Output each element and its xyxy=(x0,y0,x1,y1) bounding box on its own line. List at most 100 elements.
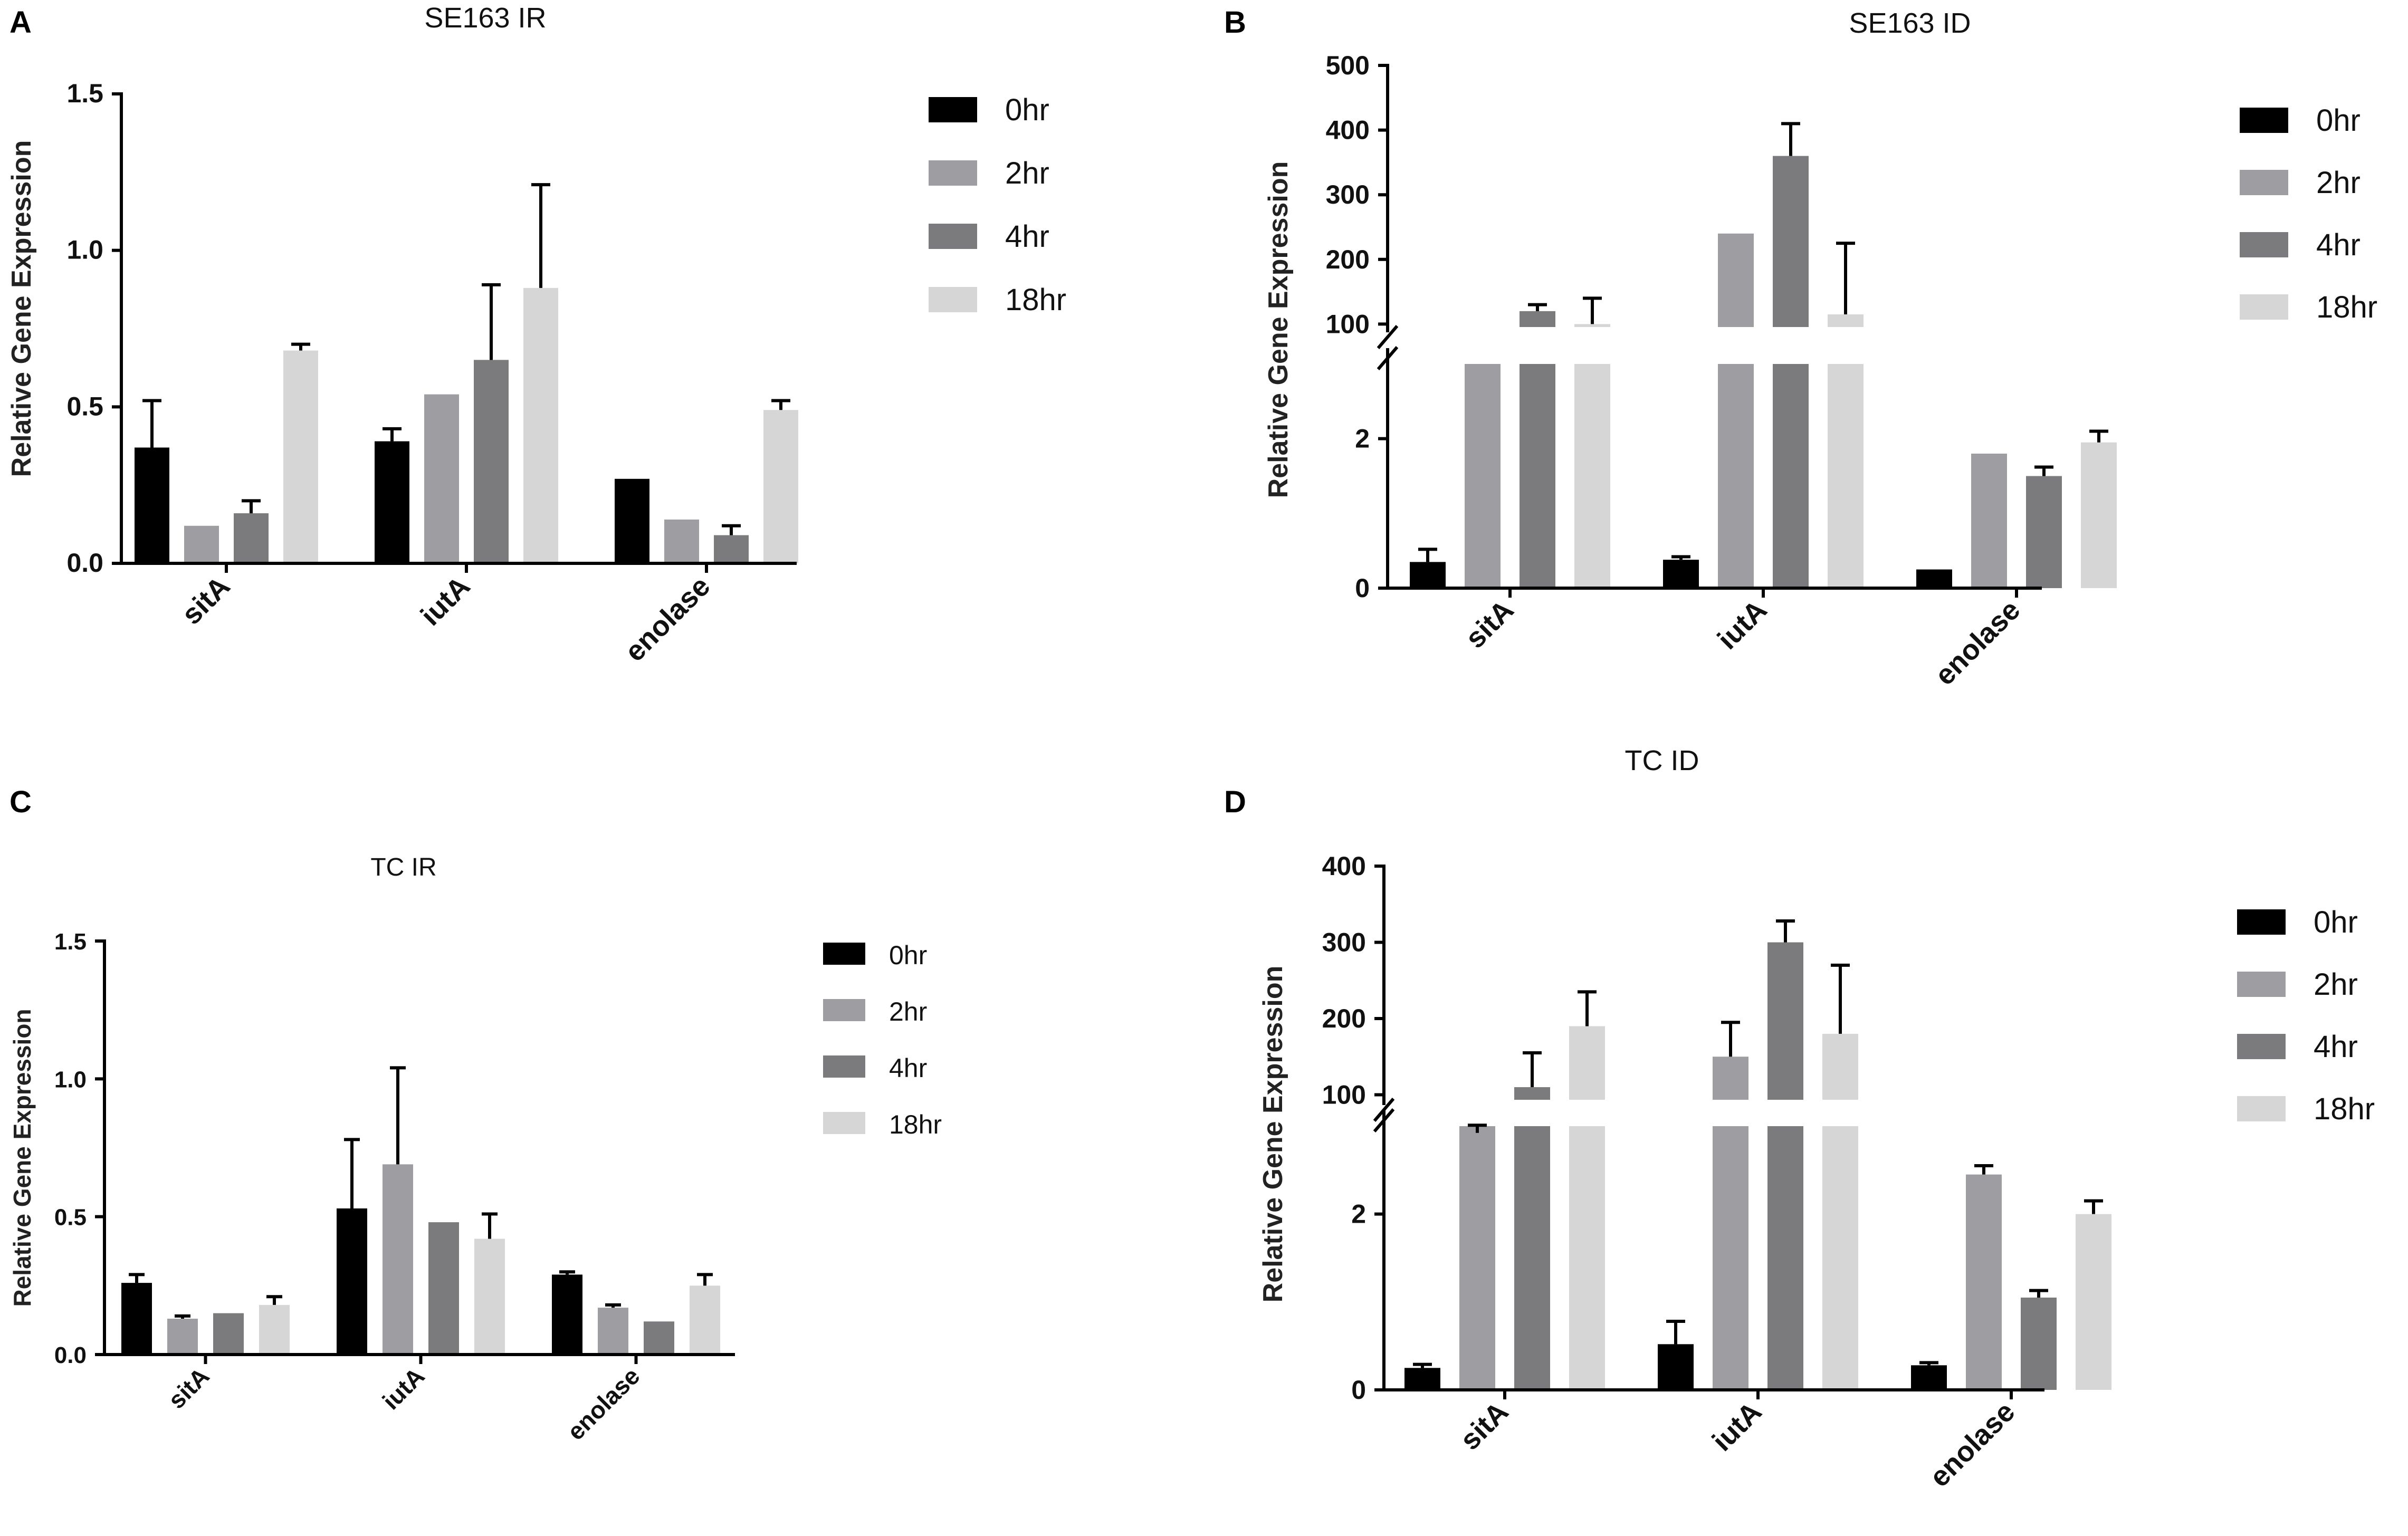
error-bar-0hr-iutA xyxy=(344,1138,360,1208)
bar-lower-4hr-sitA xyxy=(1514,1126,1550,1390)
legend-label-18hr: 18hr xyxy=(1005,283,1066,317)
error-bar-4hr-iutA xyxy=(1781,122,1800,156)
y-tick-label: 300 xyxy=(1326,180,1370,209)
legend-label-0hr: 0hr xyxy=(2316,103,2361,138)
y-axis-label-d: Relative Gene Expression xyxy=(1258,966,1288,1303)
panel-letter-c: C xyxy=(9,785,32,819)
bar-4hr-sitA xyxy=(234,513,269,563)
y-tick-label: 0.5 xyxy=(54,1205,87,1231)
legend-label-18hr: 18hr xyxy=(2314,1092,2375,1126)
y-tick-label: 1.5 xyxy=(66,79,103,108)
error-bar-0hr-iutA xyxy=(383,427,402,441)
legend-swatch-18hr xyxy=(2237,1096,2286,1121)
y-tick-label: 0.0 xyxy=(66,548,103,578)
chart-panel-d: 0 2 100 200 300 400 sitA iutA enolase 0hr 2hr 4hr 18… xyxy=(1322,851,2375,1493)
bar-0hr-iutA xyxy=(337,1208,367,1355)
bar-4hr-sitA xyxy=(213,1313,244,1355)
error-bar-2hr-enolase xyxy=(605,1303,621,1308)
axis-break-mark xyxy=(1373,1098,1395,1132)
error-bar-4hr-sitA xyxy=(1523,1051,1542,1088)
bar-18hr-sitA xyxy=(259,1304,290,1355)
bar-0hr-sitA xyxy=(1410,562,1446,588)
x-tick-label-sitA: sitA xyxy=(163,1362,214,1414)
bar-0hr-iutA xyxy=(375,441,409,563)
legend-swatch-4hr xyxy=(823,1055,865,1078)
bar-lower-18hr-sitA xyxy=(1569,1126,1605,1390)
bar-18hr-enolase xyxy=(690,1285,720,1355)
bar-0hr-enolase xyxy=(552,1274,582,1355)
error-bar-0hr-iutA xyxy=(1671,555,1690,560)
legend-swatch-2hr xyxy=(929,160,977,186)
y-axis-label-a: Relative Gene Expression xyxy=(6,140,37,477)
x-tick-label-enolase: enolase xyxy=(562,1362,645,1445)
bar-2hr-enolase xyxy=(664,519,699,563)
legend-label-4hr: 4hr xyxy=(2314,1030,2358,1064)
error-bar-0hr-sitA xyxy=(142,399,161,448)
error-bar-0hr-enolase xyxy=(559,1270,575,1275)
bar-18hr-enolase xyxy=(2081,442,2117,588)
error-bar-18hr-enolase xyxy=(771,399,790,410)
chart-title-b: SE163 ID xyxy=(1849,7,1971,39)
y-tick-label: 0 xyxy=(1351,1375,1366,1405)
error-bar-4hr-iutA xyxy=(482,283,501,360)
legend-label-2hr: 2hr xyxy=(2316,166,2361,200)
chart-panel-a: 0.0 0.5 1.0 1.5 sitA iutA enolase 0hr 2hr 4hr 18hr xyxy=(66,79,1066,668)
bar-lower-18hr-iutA xyxy=(1822,1126,1858,1390)
error-bar-2hr-sitA xyxy=(175,1314,190,1319)
error-bar-4hr-iutA xyxy=(1776,919,1795,943)
error-bar-0hr-sitA xyxy=(1418,548,1437,562)
error-bar-4hr-sitA xyxy=(1528,303,1547,311)
bar-lower-18hr-sitA xyxy=(1574,364,1610,588)
chart-panel-b: 0 2 100 200 300 400 500 sitA iutA enolase 0hr 2hr 4h… xyxy=(1326,51,2378,692)
error-bar-0hr-sitA xyxy=(1413,1362,1432,1368)
x-tick-label-enolase: enolase xyxy=(619,570,716,668)
y-tick-label: 200 xyxy=(1322,1004,1366,1033)
legend-swatch-0hr xyxy=(929,97,977,122)
bar-2hr-iutA xyxy=(424,394,459,563)
y-tick-label: 500 xyxy=(1326,51,1370,80)
legend-label-0hr: 0hr xyxy=(1005,93,1049,127)
bar-4hr-enolase xyxy=(2026,476,2062,588)
error-bar-18hr-sitA xyxy=(1578,990,1597,1026)
error-bar-18hr-iutA xyxy=(1836,242,1855,315)
error-bar-2hr-sitA xyxy=(1468,1124,1487,1133)
legend-swatch-4hr xyxy=(2237,1034,2286,1059)
y-tick-label: 100 xyxy=(1322,1080,1366,1110)
legend-swatch-2hr xyxy=(2240,170,2288,195)
bar-0hr-iutA xyxy=(1663,560,1699,588)
bar-upper-2hr-iutA xyxy=(1718,233,1754,327)
bar-upper-4hr-sitA xyxy=(1514,1087,1550,1100)
error-bar-0hr-iutA xyxy=(1666,1320,1685,1345)
legend-swatch-2hr xyxy=(2237,972,2286,997)
bar-upper-18hr-iutA xyxy=(1822,1033,1858,1100)
bar-lower-2hr-sitA xyxy=(1459,1126,1495,1390)
legend-label-4hr: 4hr xyxy=(889,1053,927,1083)
bar-upper-4hr-sitA xyxy=(1520,311,1555,327)
legend-label-4hr: 4hr xyxy=(1005,219,1049,254)
x-tick-label-enolase: enolase xyxy=(1929,594,2027,692)
x-tick-label-iutA: iutA xyxy=(377,1362,430,1415)
y-tick-label: 1.0 xyxy=(66,235,103,265)
chart-title-a: SE163 IR xyxy=(424,2,546,34)
bar-upper-4hr-iutA xyxy=(1773,156,1809,327)
legend-label-0hr: 0hr xyxy=(889,940,927,970)
y-tick-label: 100 xyxy=(1326,309,1370,339)
y-tick-label: 2 xyxy=(1355,424,1370,454)
error-bar-4hr-enolase xyxy=(722,524,741,535)
bar-18hr-enolase xyxy=(763,410,798,563)
bar-2hr-enolase xyxy=(1966,1174,2002,1390)
legend-label-18hr: 18hr xyxy=(889,1110,942,1139)
legend-swatch-4hr xyxy=(929,224,977,249)
legend-swatch-0hr xyxy=(2240,108,2288,133)
y-axis-label-c: Relative Gene Expression xyxy=(8,1009,36,1307)
bar-lower-2hr-iutA xyxy=(1713,1126,1748,1390)
bar-18hr-sitA xyxy=(283,350,318,563)
bar-0hr-enolase xyxy=(1911,1365,1947,1390)
y-tick-label: 400 xyxy=(1322,851,1366,881)
error-bar-2hr-iutA xyxy=(1721,1021,1740,1057)
legend-label-2hr: 2hr xyxy=(2314,967,2358,1002)
legend-swatch-0hr xyxy=(2237,909,2286,935)
x-tick-label-sitA: sitA xyxy=(1454,1396,1515,1456)
bar-4hr-enolase xyxy=(2021,1298,2057,1390)
